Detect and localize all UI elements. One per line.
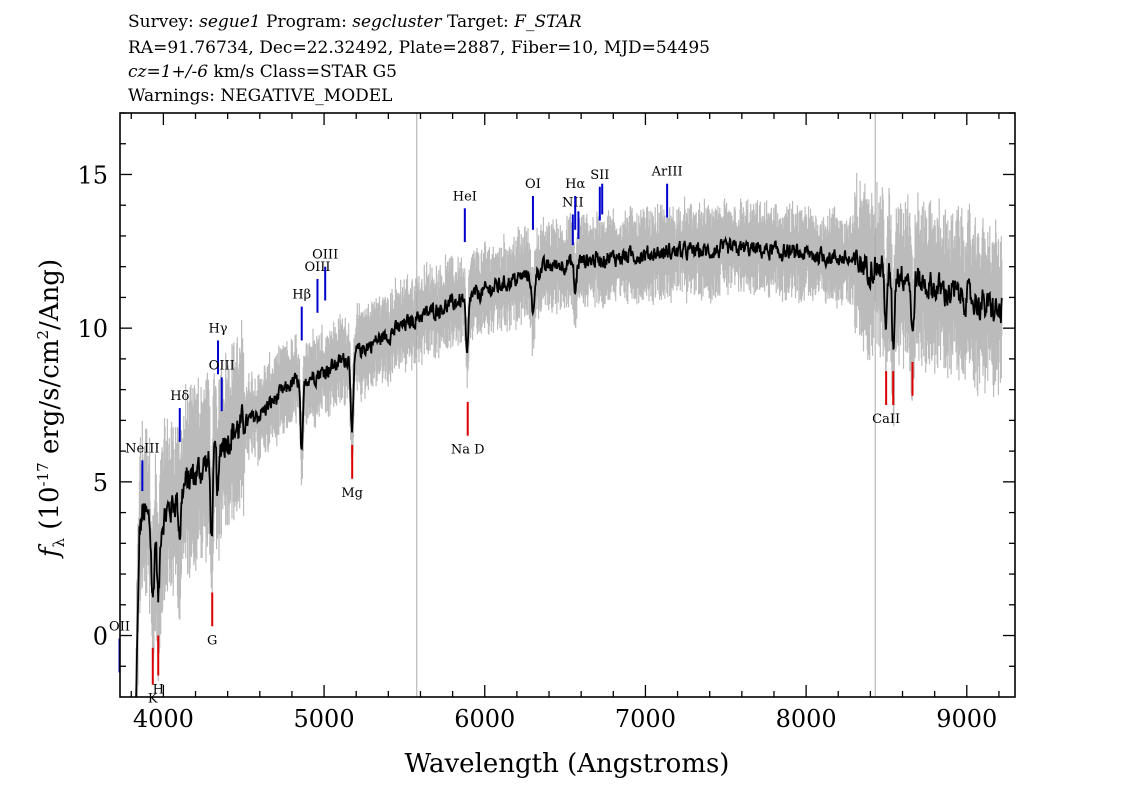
header-line-1: Survey: segue1 Program: segcluster Targe… <box>128 12 582 32</box>
line-label-em-15: ArIII <box>651 165 683 180</box>
program-value: segcluster <box>352 12 442 32</box>
survey-value: segue1 <box>199 12 261 32</box>
x-tick-label-1: 5000 <box>294 705 355 733</box>
line-label-em-7: OIII <box>312 248 338 263</box>
line-label-em-2: Hδ <box>170 389 189 404</box>
error-band <box>135 173 1003 697</box>
line-label-em-1: NeIII <box>125 441 159 456</box>
x-tick-label-2: 6000 <box>454 705 515 733</box>
line-label-em-11: Hα <box>565 177 585 192</box>
header-line-2: RA=91.76734, Dec=22.32492, Plate=2887, F… <box>128 38 711 58</box>
line-label-em-6: OIII <box>304 260 330 275</box>
line-label-em-8: HeI <box>453 189 477 204</box>
line-label-em-9: OI <box>525 177 541 192</box>
line-label-ab-0: K <box>148 692 158 707</box>
y-tick-label-0: 0 <box>93 623 108 651</box>
line-label-em-5: Hβ <box>292 288 311 303</box>
axes: 4000 5000 6000 7000 8000 9000 0 5 10 15 <box>77 112 1016 733</box>
plot-frame <box>119 112 1016 698</box>
error-band-path <box>135 173 1003 697</box>
flux-line <box>135 235 1003 698</box>
line-label-em-4: OIII <box>209 358 235 373</box>
header-line-3: cz=1+/-6 km/s Class=STAR G5 <box>128 62 397 82</box>
sky-lines <box>416 113 876 697</box>
y-axis-label: fλ (10-17 erg/s/cm2/Ang) <box>34 259 68 559</box>
flux-series <box>135 235 1003 698</box>
target-value: F_STAR <box>514 12 582 32</box>
line-label-ab-2: G <box>207 633 217 648</box>
header-line-4: Warnings: NEGATIVE_MODEL <box>128 86 393 106</box>
line-label-ab-4: Na D <box>451 443 485 458</box>
line-label-em-3: Hγ <box>208 321 227 336</box>
line-label-ab-1: H <box>153 682 164 697</box>
line-label-ab-3: Mg <box>341 486 363 501</box>
x-tick-label-3: 7000 <box>615 705 676 733</box>
line-label-ab-5: CaII <box>872 412 900 427</box>
line-label-em-13: SII <box>590 168 609 183</box>
x-axis-label: Wavelength (Angstroms) <box>405 749 730 779</box>
y-tick-label-3: 15 <box>77 161 108 189</box>
line-label-em-10: NII <box>562 195 584 210</box>
y-tick-label-1: 5 <box>93 469 108 497</box>
x-tick-label-5: 9000 <box>936 705 997 733</box>
x-tick-label-0: 4000 <box>133 705 194 733</box>
redshift-value: cz=1+/-6 <box>128 62 209 82</box>
y-tick-label-2: 10 <box>77 315 108 343</box>
x-tick-label-4: 8000 <box>776 705 837 733</box>
